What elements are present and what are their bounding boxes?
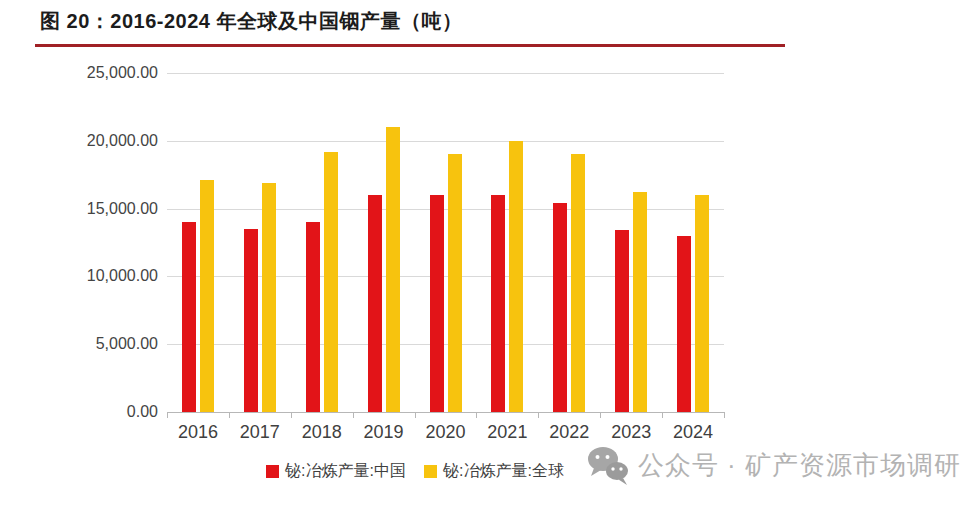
x-axis-tick: [291, 412, 292, 418]
legend-item-global: 铋:冶炼产量:全球: [424, 461, 564, 482]
bar-china-2021: [491, 195, 505, 412]
x-axis-tick: [476, 412, 477, 418]
x-axis-label-2017: 2017: [229, 422, 291, 443]
legend-label-global: 铋:冶炼产量:全球: [443, 461, 564, 482]
bar-china-2022: [553, 203, 567, 412]
x-axis-line: [167, 412, 724, 413]
x-axis-tick: [600, 412, 601, 418]
x-axis-label-2021: 2021: [476, 422, 538, 443]
bar-china-2020: [430, 195, 444, 412]
bar-china-2016: [182, 222, 196, 412]
x-axis-tick: [724, 412, 725, 418]
bar-global-2020: [448, 154, 462, 412]
title-underline: [35, 44, 785, 47]
watermark-text: 公众号 · 矿产资源市场调研: [638, 448, 961, 483]
gridline: [167, 141, 724, 142]
bar-global-2019: [386, 127, 400, 412]
y-axis-label-2500000: 25,000.00: [40, 65, 158, 81]
bar-global-2016: [200, 180, 214, 412]
y-axis-label-500000: 5,000.00: [40, 336, 158, 352]
x-axis-tick: [353, 412, 354, 418]
bar-global-2023: [633, 192, 647, 412]
x-axis-label-2022: 2022: [538, 422, 600, 443]
legend-swatch-global: [424, 465, 437, 478]
figure-canvas: 图 20：2016-2024 年全球及中国铟产量（吨） 0.00 5,000.00…: [0, 0, 977, 508]
bar-chart-plot-area: [167, 73, 724, 412]
bar-china-2018: [306, 222, 320, 412]
bar-global-2024: [695, 195, 709, 412]
bar-china-2017: [244, 229, 258, 412]
x-axis-label-2024: 2024: [662, 422, 724, 443]
x-axis-tick: [415, 412, 416, 418]
bar-global-2017: [262, 183, 276, 412]
x-axis-tick: [229, 412, 230, 418]
bar-china-2019: [368, 195, 382, 412]
gridline: [167, 73, 724, 74]
y-axis-label-2000000: 20,000.00: [40, 133, 158, 149]
wechat-icon: [586, 444, 630, 486]
x-axis-tick: [167, 412, 168, 418]
x-axis-tick: [538, 412, 539, 418]
y-axis-label-1500000: 15,000.00: [40, 201, 158, 217]
bar-china-2023: [615, 230, 629, 412]
x-axis-label-2023: 2023: [600, 422, 662, 443]
x-axis-label-2016: 2016: [167, 422, 229, 443]
watermark: 公众号 · 矿产资源市场调研: [586, 444, 961, 486]
bar-global-2021: [509, 141, 523, 412]
figure-title: 图 20：2016-2024 年全球及中国铟产量（吨）: [40, 8, 463, 35]
x-axis-tick: [662, 412, 663, 418]
y-axis-label-1000000: 10,000.00: [40, 268, 158, 284]
x-axis-label-2019: 2019: [353, 422, 415, 443]
bar-global-2022: [571, 154, 585, 412]
legend-label-china: 铋:冶炼产量:中国: [285, 461, 406, 482]
bar-china-2024: [677, 236, 691, 412]
bar-global-2018: [324, 152, 338, 412]
x-axis-label-2020: 2020: [415, 422, 477, 443]
x-axis-label-2018: 2018: [291, 422, 353, 443]
y-axis-label-000: 0.00: [40, 404, 158, 420]
legend-item-china: 铋:冶炼产量:中国: [266, 461, 406, 482]
legend-swatch-china: [266, 465, 279, 478]
